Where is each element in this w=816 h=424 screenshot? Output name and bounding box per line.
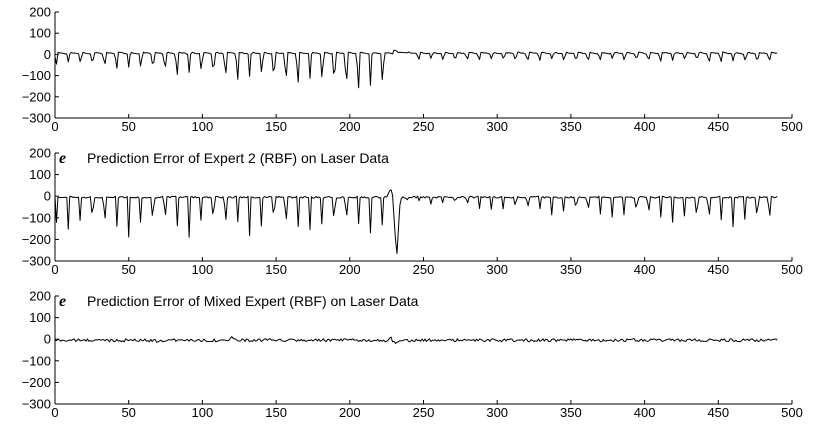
x-tick-label: 500	[781, 405, 803, 420]
x-tick-label: 150	[265, 405, 287, 420]
x-tick-label: 50	[121, 405, 135, 420]
x-tick-label: 50	[121, 119, 135, 134]
x-tick-label: 400	[634, 119, 656, 134]
x-tick-label: 350	[560, 405, 582, 420]
y-tick-label: −300	[22, 111, 51, 126]
y-tick-label: 100	[29, 26, 51, 41]
chart-title: Prediction Error of Expert 2 (RBF) on La…	[87, 150, 389, 166]
series-line	[54, 189, 778, 254]
x-tick-label: 250	[413, 262, 435, 277]
x-tick-label: 0	[51, 262, 58, 277]
x-tick-label: 150	[265, 119, 287, 134]
x-tick-label: 350	[560, 119, 582, 134]
y-tick-label: −200	[22, 89, 51, 104]
x-tick-label: 100	[192, 405, 214, 420]
y-tick-label: −100	[22, 68, 51, 83]
y-symbol-label: e	[59, 293, 66, 310]
x-tick-label: 150	[265, 262, 287, 277]
x-tick-label: 450	[707, 262, 729, 277]
x-tick-label: 200	[339, 405, 361, 420]
x-tick-label: 450	[707, 119, 729, 134]
y-tick-label: −300	[22, 397, 51, 412]
y-tick-label: 100	[29, 167, 51, 182]
y-tick-label: 100	[29, 310, 51, 325]
y-tick-label: −200	[22, 375, 51, 390]
x-tick-label: 0	[51, 405, 58, 420]
x-tick-label: 400	[634, 262, 656, 277]
y-symbol-label: e	[59, 150, 66, 167]
y-tick-label: 0	[44, 189, 51, 204]
series-line	[54, 336, 778, 345]
x-tick-label: 250	[413, 405, 435, 420]
x-tick-label: 100	[192, 119, 214, 134]
chart-title: Prediction Error of Mixed Expert (RBF) o…	[87, 293, 419, 309]
x-tick-label: 300	[486, 262, 508, 277]
y-tick-label: −100	[22, 353, 51, 368]
x-tick-label: 450	[707, 405, 729, 420]
y-tick-label: −300	[22, 254, 51, 269]
x-tick-label: 250	[413, 119, 435, 134]
series-line	[54, 49, 778, 89]
y-tick-label: 0	[44, 332, 51, 347]
x-tick-label: 0	[51, 119, 58, 134]
x-tick-label: 50	[121, 262, 135, 277]
x-tick-label: 200	[339, 262, 361, 277]
x-tick-label: 500	[781, 119, 803, 134]
x-tick-label: 300	[486, 405, 508, 420]
x-tick-label: 300	[486, 119, 508, 134]
x-tick-label: 500	[781, 262, 803, 277]
y-tick-label: −100	[22, 210, 51, 225]
y-tick-label: 200	[29, 146, 51, 161]
y-tick-label: −200	[22, 232, 51, 247]
x-tick-label: 100	[192, 262, 214, 277]
x-tick-label: 400	[634, 405, 656, 420]
x-tick-label: 350	[560, 262, 582, 277]
y-tick-label: 200	[29, 5, 51, 20]
y-tick-label: 0	[44, 47, 51, 62]
x-tick-label: 200	[339, 119, 361, 134]
y-tick-label: 200	[29, 289, 51, 304]
